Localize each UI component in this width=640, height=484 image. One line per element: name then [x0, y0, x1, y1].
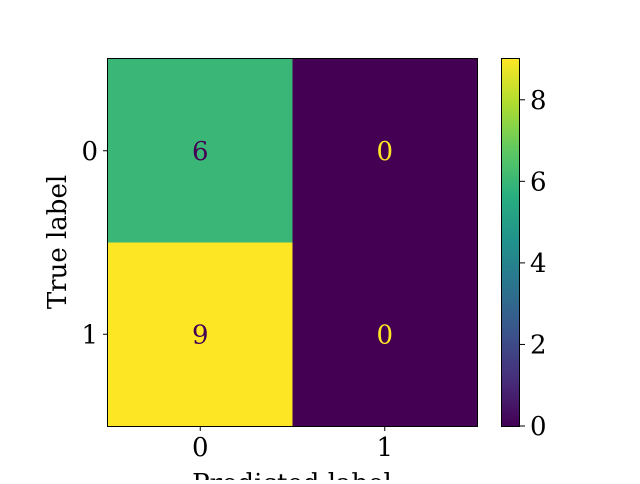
matrix-cell-0-1 [292, 59, 478, 243]
colorbar-tick-label: 6 [530, 167, 547, 197]
colorbar [501, 58, 520, 427]
y-axis-label: True label [43, 175, 73, 309]
cell-value-0-1: 0 [376, 137, 393, 167]
y-tick-label: 0 [81, 137, 98, 167]
colorbar-tick-label: 0 [530, 412, 547, 442]
cell-value-0-0: 6 [192, 137, 209, 167]
y-axis-ticks: 01 [81, 137, 108, 350]
x-tick-label: 0 [192, 433, 209, 463]
matrix-cells [108, 59, 478, 427]
y-tick-label: 1 [81, 320, 98, 350]
x-axis-label: Predicted label [192, 469, 392, 480]
colorbar-tick-label: 2 [530, 330, 547, 360]
colorbar-tick-label: 4 [530, 249, 547, 279]
x-tick-label: 1 [376, 433, 393, 463]
colorbar-tick-label: 8 [530, 86, 547, 116]
matrix-cell-0-0 [108, 59, 293, 243]
plot-frame [107, 58, 478, 427]
cell-value-1-0: 9 [192, 320, 209, 350]
cell-value-1-1: 0 [376, 320, 393, 350]
matrix-cell-labels: 6 0 9 0 [192, 137, 393, 351]
colorbar-ticks: 0 2 4 6 8 [520, 86, 547, 442]
matrix-cell-1-1 [292, 242, 478, 427]
matrix-cell-1-0 [108, 242, 293, 427]
